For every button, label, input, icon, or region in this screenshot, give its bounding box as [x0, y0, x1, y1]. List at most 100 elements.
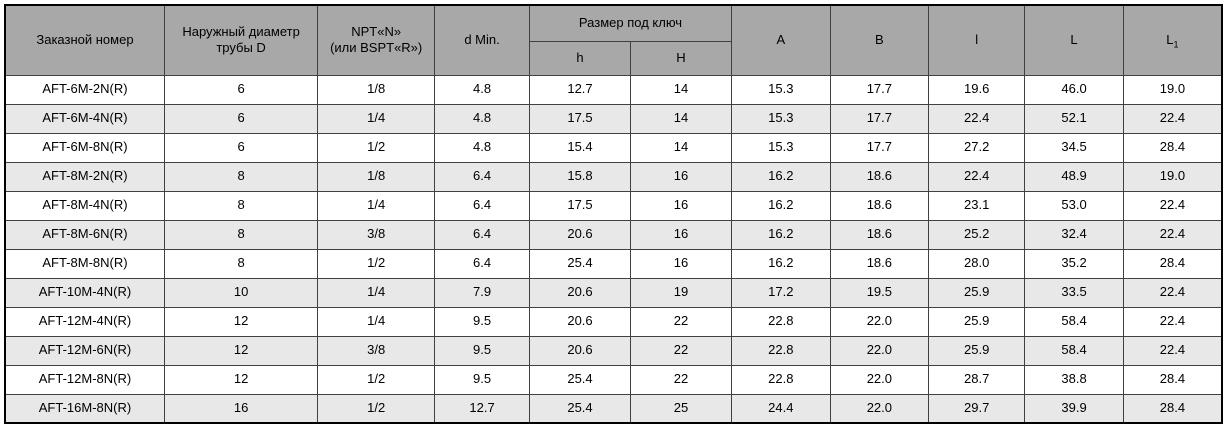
value-cell: 6.4 — [434, 219, 530, 250]
value-cell: 53.0 — [1024, 190, 1124, 221]
col-header-l1: L1 — [1122, 4, 1223, 76]
value-cell: 12.7 — [434, 393, 530, 424]
order-number-cell: AFT-12M-4N(R) — [4, 306, 165, 337]
value-cell: 58.4 — [1024, 306, 1124, 337]
order-number-cell: AFT-12M-6N(R) — [4, 335, 165, 366]
value-cell: 22.4 — [1122, 335, 1223, 366]
value-cell: 22.4 — [1122, 277, 1223, 308]
order-number-cell: AFT-6M-2N(R) — [4, 74, 165, 105]
value-cell: 25.4 — [529, 393, 631, 424]
order-number-cell: AFT-12M-8N(R) — [4, 364, 165, 395]
value-cell: 25.9 — [928, 306, 1026, 337]
value-cell: 8 — [163, 248, 319, 279]
l1-subscript: 1 — [1173, 39, 1179, 50]
value-cell: 3/8 — [317, 219, 436, 250]
table-row: AFT-8M-8N(R) 8 1/2 6.4 25.4 16 16.2 18.6 28.0 35.… — [4, 248, 1223, 279]
table-row: AFT-12M-8N(R) 12 1/2 9.5 25.4 22 22.8 22.0 28.7 3… — [4, 364, 1223, 395]
value-cell: 17.7 — [829, 103, 930, 134]
value-cell: 8 — [163, 190, 319, 221]
value-cell: 6 — [163, 103, 319, 134]
col-header-d-min: d Min. — [434, 4, 530, 76]
value-cell: 28.4 — [1122, 248, 1223, 279]
value-cell: 1/2 — [317, 393, 436, 424]
table-header: Заказной номер Наружный диаметр трубы D … — [4, 4, 1223, 76]
order-number-cell: AFT-6M-8N(R) — [4, 132, 165, 163]
value-cell: 22.8 — [731, 364, 831, 395]
value-cell: 22.4 — [1122, 219, 1223, 250]
value-cell: 16 — [630, 219, 732, 250]
value-cell: 16 — [163, 393, 319, 424]
value-cell: 20.6 — [529, 219, 631, 250]
value-cell: 16.2 — [731, 248, 831, 279]
value-cell: 17.5 — [529, 103, 631, 134]
value-cell: 25.9 — [928, 335, 1026, 366]
value-cell: 18.6 — [829, 248, 930, 279]
value-cell: 16 — [630, 161, 732, 192]
value-cell: 23.1 — [928, 190, 1026, 221]
col-header-h-small: h — [529, 40, 631, 76]
value-cell: 3/8 — [317, 335, 436, 366]
value-cell: 16 — [630, 248, 732, 279]
value-cell: 22.0 — [829, 306, 930, 337]
value-cell: 15.8 — [529, 161, 631, 192]
value-cell: 1/2 — [317, 364, 436, 395]
value-cell: 32.4 — [1024, 219, 1124, 250]
order-number-cell: AFT-8M-8N(R) — [4, 248, 165, 279]
value-cell: 4.8 — [434, 74, 530, 105]
value-cell: 19.5 — [829, 277, 930, 308]
value-cell: 33.5 — [1024, 277, 1124, 308]
order-number-cell: AFT-6M-4N(R) — [4, 103, 165, 134]
table-row: AFT-6M-2N(R) 6 1/8 4.8 12.7 14 15.3 17.7 19.6 46.… — [4, 74, 1223, 105]
value-cell: 24.4 — [731, 393, 831, 424]
table-row: AFT-10M-4N(R) 10 1/4 7.9 20.6 19 17.2 19.5 25.9 3… — [4, 277, 1223, 308]
col-header-b: B — [829, 4, 930, 76]
value-cell: 22.0 — [829, 364, 930, 395]
value-cell: 1/4 — [317, 103, 436, 134]
value-cell: 19.6 — [928, 74, 1026, 105]
col-header-h-big: H — [630, 40, 732, 76]
value-cell: 22.0 — [829, 335, 930, 366]
value-cell: 35.2 — [1024, 248, 1124, 279]
value-cell: 12 — [163, 306, 319, 337]
table-row: AFT-16M-8N(R) 16 1/2 12.7 25.4 25 24.4 22.0 29.7… — [4, 393, 1223, 424]
value-cell: 27.2 — [928, 132, 1026, 163]
col-header-l-big: L — [1024, 4, 1124, 76]
value-cell: 12 — [163, 335, 319, 366]
value-cell: 8 — [163, 161, 319, 192]
value-cell: 12.7 — [529, 74, 631, 105]
value-cell: 15.3 — [731, 132, 831, 163]
value-cell: 14 — [630, 74, 732, 105]
value-cell: 25.9 — [928, 277, 1026, 308]
col-header-order-number: Заказной номер — [4, 4, 165, 76]
table-row: AFT-8M-6N(R) 8 3/8 6.4 20.6 16 16.2 18.6 25.2 32.… — [4, 219, 1223, 250]
table-row: AFT-6M-8N(R) 6 1/2 4.8 15.4 14 15.3 17.7 27.2 34.… — [4, 132, 1223, 163]
col-header-outer-diameter: Наружный диаметр трубы D — [163, 4, 319, 76]
value-cell: 1/2 — [317, 248, 436, 279]
l1-label: L — [1166, 32, 1174, 48]
value-cell: 9.5 — [434, 364, 530, 395]
value-cell: 20.6 — [529, 306, 631, 337]
table-body: AFT-6M-2N(R) 6 1/8 4.8 12.7 14 15.3 17.7 19.6 46.… — [4, 74, 1223, 424]
order-number-cell: AFT-8M-6N(R) — [4, 219, 165, 250]
order-number-cell: AFT-8M-4N(R) — [4, 190, 165, 221]
value-cell: 20.6 — [529, 277, 631, 308]
value-cell: 22.4 — [928, 103, 1026, 134]
value-cell: 6.4 — [434, 161, 530, 192]
col-header-l-small: l — [928, 4, 1026, 76]
value-cell: 20.6 — [529, 335, 631, 366]
value-cell: 8 — [163, 219, 319, 250]
value-cell: 22.8 — [731, 306, 831, 337]
value-cell: 22 — [630, 335, 732, 366]
value-cell: 28.4 — [1122, 393, 1223, 424]
value-cell: 15.3 — [731, 74, 831, 105]
value-cell: 28.0 — [928, 248, 1026, 279]
order-number-cell: AFT-16M-8N(R) — [4, 393, 165, 424]
value-cell: 6 — [163, 132, 319, 163]
value-cell: 17.5 — [529, 190, 631, 221]
value-cell: 22 — [630, 306, 732, 337]
value-cell: 7.9 — [434, 277, 530, 308]
value-cell: 12 — [163, 364, 319, 395]
value-cell: 1/8 — [317, 161, 436, 192]
col-header-wrench-size: Размер под ключ — [529, 4, 732, 42]
